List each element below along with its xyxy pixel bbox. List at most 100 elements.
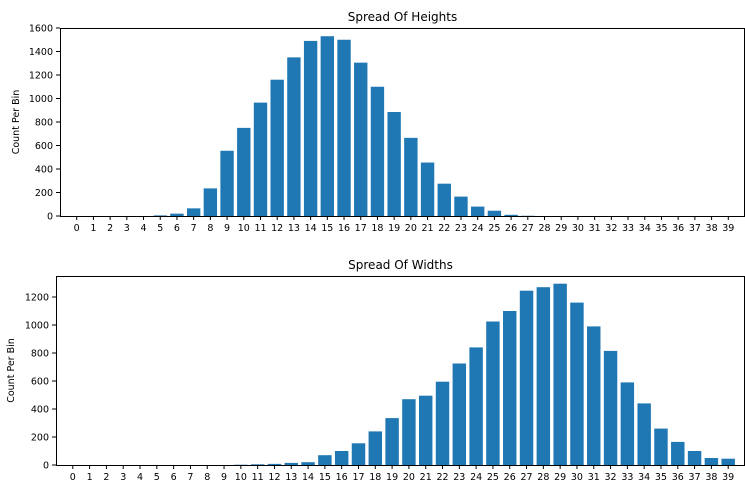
widths-bar-26 [503,311,517,465]
widths-x-tick-label: 35 [655,472,667,480]
widths-bar-17 [351,443,366,465]
heights-plot-frame [60,28,745,217]
widths-bar-11 [250,464,265,465]
heights-x-tick-label: 19 [388,223,400,234]
widths-x-tick-label: 27 [520,472,532,480]
widths-bar-39 [721,458,735,465]
widths-x-ticks: 0 1 2 3 4 5 6 7 8 9 10 11 12 13 14 15 16 17 18 19 20 21 22 23 24… [70,465,734,480]
widths-title: Spread Of Widths [348,258,453,272]
widths-x-tick-label: 25 [487,472,499,480]
widths-y-ticks: 0 200 400 600 800 1000 1200 [25,293,56,472]
widths-x-tick-label: 7 [187,472,193,480]
widths-bar-35 [654,428,668,465]
heights-bar-14 [303,40,318,216]
widths-bar-31 [587,326,601,465]
widths-x-tick-label: 6 [171,472,177,480]
widths-x-tick-label: 16 [336,472,348,480]
heights-x-ticks: 0 1 2 3 4 5 6 7 8 9 10 11 12 13 14 15 16 17 18 19 20 21 22 23 24… [74,216,734,234]
widths-y-tick-label: 800 [31,349,49,360]
widths-x-tick-label: 34 [638,472,650,480]
widths-x-tick-label: 23 [453,472,465,480]
widths-x-tick-label: 8 [204,472,210,480]
heights-bar-20 [404,137,418,216]
heights-bar-8 [203,188,218,216]
heights-x-tick-label: 3 [124,223,130,234]
heights-x-tick-label: 17 [355,223,367,234]
heights-x-tick-label: 39 [722,223,734,234]
widths-bar-19 [385,418,399,465]
heights-bar-7 [186,208,201,216]
widths-bar-38 [704,458,719,465]
heights-bar-9 [220,150,234,216]
widths-bar-37 [687,451,702,465]
heights-bar-10 [237,127,251,217]
heights-bar-5 [153,215,167,216]
widths-bar-30 [570,302,584,465]
heights-bar-24 [471,206,485,216]
heights-x-tick-label: 38 [706,223,718,234]
widths-bar-16 [334,451,349,465]
widths-x-tick-label: 20 [403,472,415,480]
heights-x-tick-label: 13 [288,223,300,234]
widths-y-tick-label: 1200 [25,293,49,304]
heights-bar-25 [487,210,502,216]
widths-y-tick-label: 200 [31,433,49,444]
heights-bar-6 [170,213,184,216]
widths-bar-24 [469,347,483,465]
widths-x-tick-label: 11 [252,472,264,480]
widths-y-tick-label: 1000 [25,321,49,332]
heights-y-tick-label: 1000 [29,94,53,105]
heights-x-tick-label: 27 [522,223,534,234]
heights-x-tick-label: 16 [338,223,350,234]
widths-x-tick-label: 33 [621,472,633,480]
widths-x-tick-label: 12 [268,472,280,480]
heights-x-tick-label: 32 [605,223,617,234]
heights-x-tick-label: 22 [438,223,450,234]
heights-x-tick-label: 12 [271,223,283,234]
heights-x-tick-label: 29 [555,223,567,234]
heights-x-tick-label: 18 [371,223,383,234]
widths-bar-33 [620,382,635,465]
widths-x-tick-label: 13 [285,472,297,480]
widths-bar-15 [318,455,332,465]
heights-x-tick-label: 23 [455,223,467,234]
heights-x-tick-label: 15 [321,223,333,234]
heights-bar-11 [253,102,268,216]
widths-x-tick-label: 21 [420,472,432,480]
heights-bar-16 [337,39,351,216]
heights-bar-26 [504,214,518,216]
widths-x-tick-label: 26 [504,472,516,480]
widths-x-tick-label: 17 [352,472,364,480]
widths-x-tick-label: 31 [588,472,600,480]
heights-x-tick-label: 7 [191,223,197,234]
widths-x-tick-label: 39 [722,472,734,480]
widths-bar-22 [435,381,450,465]
widths-x-tick-label: 38 [705,472,717,480]
heights-y-axis-label: Count Per Bin [11,90,22,155]
widths-x-tick-label: 37 [689,472,701,480]
widths-bar-23 [452,363,467,465]
heights-x-tick-label: 1 [90,223,96,234]
heights-x-tick-label: 0 [74,223,80,234]
heights-bar-17 [354,62,368,216]
widths-bar-29 [553,283,567,465]
heights-y-tick-label: 0 [47,212,53,223]
heights-y-tick-label: 1400 [29,47,53,58]
heights-x-tick-label: 2 [107,223,113,234]
widths-y-axis-label: Count Per Bin [6,338,17,403]
heights-y-tick-label: 1600 [29,24,53,35]
heights-bar-19 [387,112,401,216]
widths-bar-28 [536,287,551,465]
heights-y-tick-label: 600 [35,141,53,152]
widths-bar-21 [418,395,433,465]
heights-x-tick-label: 5 [157,223,163,234]
widths-bar-32 [603,350,618,465]
heights-x-tick-label: 11 [254,223,266,234]
heights-x-tick-label: 4 [141,223,147,234]
widths-x-tick-label: 4 [137,472,143,480]
widths-bar-20 [402,399,416,465]
widths-x-tick-label: 32 [605,472,617,480]
heights-title: Spread Of Heights [348,10,457,24]
widths-bar-14 [301,462,315,465]
